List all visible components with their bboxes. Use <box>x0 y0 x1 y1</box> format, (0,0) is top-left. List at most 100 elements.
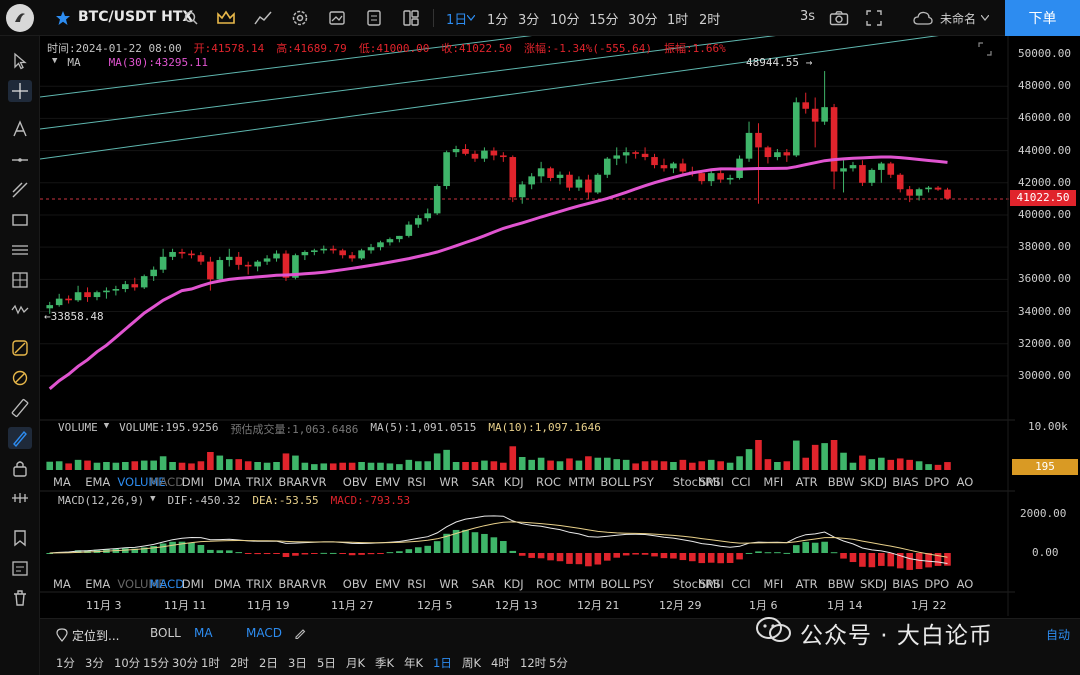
indicator-tab-ema[interactable]: EMA <box>85 475 111 489</box>
collapse-chevron-icon[interactable]: ▼ <box>52 56 58 66</box>
indicator-tab-psy[interactable]: PSY <box>632 577 654 591</box>
interval-30m[interactable]: 30分 <box>628 13 658 28</box>
indicator-tab-wr[interactable]: WR <box>439 577 459 591</box>
ma-legend[interactable]: ▼ MA MA(30):43295.11 <box>52 56 208 69</box>
search-icon[interactable] <box>182 9 200 27</box>
indicator-tab-mtm[interactable]: MTM <box>568 577 596 591</box>
chevron-down-icon[interactable] <box>980 13 990 23</box>
cloud-save-icon[interactable] <box>912 9 934 27</box>
grid-tool-icon[interactable] <box>8 269 32 291</box>
interval-15m[interactable]: 15分 <box>589 13 619 28</box>
indicator-tab-roc[interactable]: ROC <box>536 475 562 489</box>
indicator-tab-dma[interactable]: DMA <box>214 475 241 489</box>
period-5日[interactable]: 5日 <box>317 656 336 670</box>
macd-title[interactable]: MACD(12,26,9) <box>58 494 145 507</box>
maximize-pane-icon[interactable] <box>978 42 992 56</box>
indicator-tab-dmi[interactable]: DMI <box>181 577 204 591</box>
interval-1m[interactable]: 1分 <box>487 13 509 28</box>
collapse-chevron-icon[interactable]: ▼ <box>103 421 110 431</box>
indicator-tab-dpo[interactable]: DPO <box>924 577 950 591</box>
indicator-tab-skdj[interactable]: SKDJ <box>860 475 888 489</box>
ruler-icon[interactable] <box>8 397 32 419</box>
favorite-star-icon[interactable] <box>54 9 72 27</box>
parallel-channel-icon[interactable] <box>8 239 32 261</box>
indicator-tab-rsi[interactable]: RSI <box>407 577 426 591</box>
indicator-tab-ao[interactable]: AO <box>956 475 974 489</box>
indicator-tab-brar[interactable]: BRAR <box>278 577 310 591</box>
interval-1d[interactable]: 1日 <box>446 13 468 28</box>
indicator-tab-skdj[interactable]: SKDJ <box>860 577 888 591</box>
locate-button[interactable]: 定位到... <box>72 629 120 643</box>
period-15分[interactable]: 15分 <box>143 656 170 670</box>
indicator-tab-vr[interactable]: VR <box>310 577 327 591</box>
period-12时[interactable]: 12时 <box>520 656 547 670</box>
gann-icon[interactable] <box>8 367 32 389</box>
indicator-tab-bias[interactable]: BIAS <box>892 475 919 489</box>
indicators-icon[interactable] <box>253 8 273 28</box>
period-30分[interactable]: 30分 <box>172 656 199 670</box>
indicator-tab-volume[interactable]: VOLUME <box>117 475 166 489</box>
indicator-tab-mfi[interactable]: MFI <box>763 475 784 489</box>
indicator-tab-rsi[interactable]: RSI <box>407 475 426 489</box>
interval-3m[interactable]: 3分 <box>518 13 540 28</box>
period-5分[interactable]: 5分 <box>549 656 568 670</box>
lock-icon[interactable] <box>8 457 32 479</box>
indicator-tab-bbw[interactable]: BBW <box>827 475 855 489</box>
indicator-tab-macd[interactable]: MACD <box>149 577 185 591</box>
indicator-tab-cci[interactable]: CCI <box>731 475 751 489</box>
indicator-tab-macd[interactable]: MACD <box>149 475 185 489</box>
settings-gear-icon[interactable] <box>290 8 310 28</box>
indicator-tab-boll[interactable]: BOLL <box>600 475 630 489</box>
indicator-tab-stochrsi[interactable]: StochRSI <box>672 577 724 591</box>
snapshot-icon[interactable] <box>327 8 347 28</box>
indicator-tab-smi[interactable]: SMI <box>699 475 720 489</box>
indicator-tab-obv[interactable]: OBV <box>342 577 368 591</box>
interval-10m[interactable]: 10分 <box>550 13 580 28</box>
indicator-tab-volume[interactable]: VOLUME <box>117 577 166 591</box>
period-1分[interactable]: 1分 <box>56 656 75 670</box>
period-年K[interactable]: 年K <box>404 656 424 670</box>
locate-icon[interactable] <box>56 628 68 642</box>
indicator-tab-dma[interactable]: DMA <box>214 577 241 591</box>
rectangle-icon[interactable] <box>8 209 32 231</box>
brush-icon[interactable] <box>8 427 32 449</box>
layout-name[interactable]: 未命名 <box>940 12 977 26</box>
indicator-tab-cci[interactable]: CCI <box>731 577 751 591</box>
footer-indicator-boll[interactable]: BOLL <box>150 626 181 640</box>
period-季K[interactable]: 季K <box>375 656 395 670</box>
order-button[interactable]: 下单 <box>1005 0 1080 36</box>
footer-indicator-macd[interactable]: MACD <box>246 626 282 640</box>
indicator-tab-kdj[interactable]: KDJ <box>503 475 524 489</box>
indicator-tab-roc[interactable]: ROC <box>536 577 562 591</box>
layout-icon[interactable] <box>401 8 421 28</box>
period-2时[interactable]: 2时 <box>230 656 249 670</box>
indicator-tab-sar[interactable]: SAR <box>471 475 495 489</box>
period-3分[interactable]: 3分 <box>85 656 104 670</box>
footer-indicator-ma[interactable]: MA <box>194 626 213 640</box>
volume-title[interactable]: VOLUME <box>58 421 98 434</box>
edit-indicators-icon[interactable] <box>294 627 306 640</box>
horizontal-line-icon[interactable] <box>8 149 32 171</box>
period-3日[interactable]: 3日 <box>288 656 307 670</box>
cursor-arrow-icon[interactable] <box>8 50 32 72</box>
avatar[interactable] <box>6 4 34 32</box>
interval-1h[interactable]: 1时 <box>667 13 689 28</box>
period-月K[interactable]: 月K <box>346 656 366 670</box>
crosshair-icon[interactable] <box>8 80 32 102</box>
period-1日[interactable]: 1日 <box>433 656 452 670</box>
indicator-tab-trix[interactable]: TRIX <box>246 475 273 489</box>
edit-settings-icon[interactable] <box>8 557 32 579</box>
indicator-tab-atr[interactable]: ATR <box>795 577 818 591</box>
indicator-tab-obv[interactable]: OBV <box>342 475 368 489</box>
candlestick-chart[interactable] <box>40 36 1080 616</box>
period-2日[interactable]: 2日 <box>259 656 278 670</box>
indicator-tab-ma[interactable]: MA <box>53 475 71 489</box>
chevron-down-icon[interactable] <box>466 13 476 23</box>
indicator-tab-trix[interactable]: TRIX <box>246 577 273 591</box>
indicator-tab-wr[interactable]: WR <box>439 475 459 489</box>
indicator-tab-ao[interactable]: AO <box>956 577 974 591</box>
indicator-tab-bias[interactable]: BIAS <box>892 577 919 591</box>
period-周K[interactable]: 周K <box>462 656 482 670</box>
indicator-tab-brar[interactable]: BRAR <box>278 475 310 489</box>
bookmark-icon[interactable] <box>8 527 32 549</box>
